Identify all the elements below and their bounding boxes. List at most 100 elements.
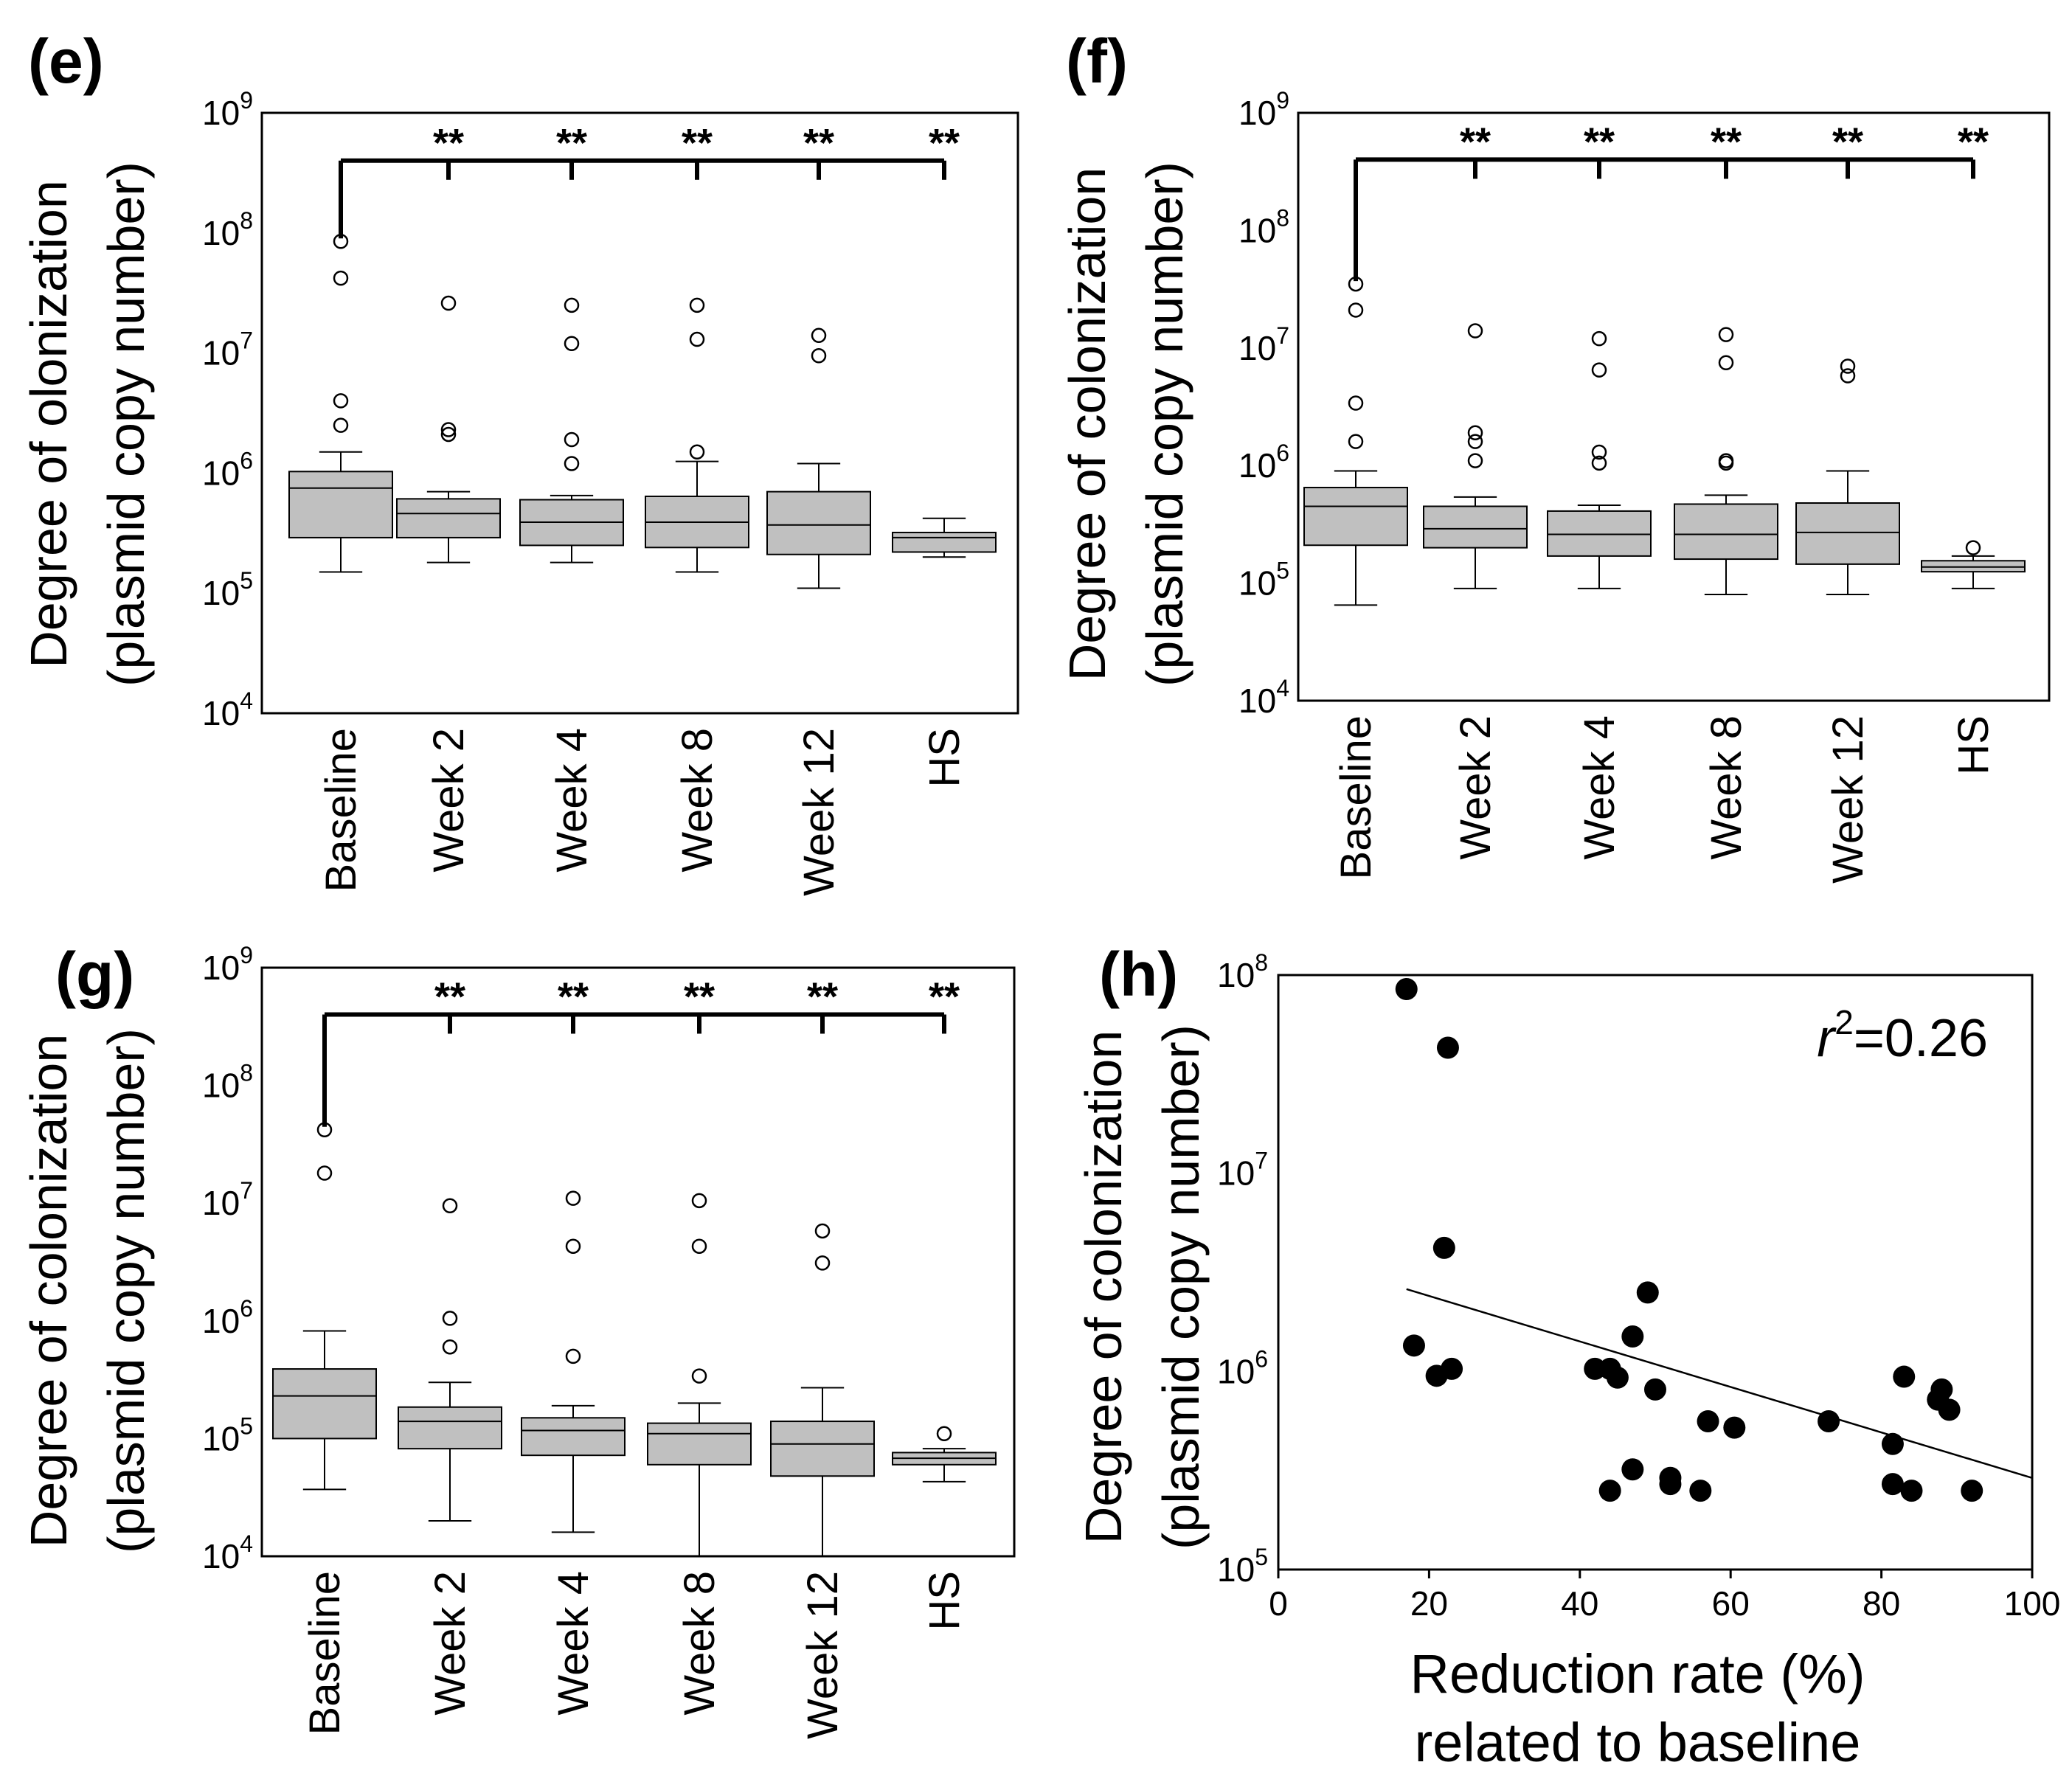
plot-area-e: 104 105 106 107 108 109 Baseline Week 2 Week 4 We… [202, 87, 1019, 896]
x-tick-label-e: Week 4 [548, 728, 596, 873]
panel-label-f: (f) [1066, 27, 1128, 96]
y-tick-label-g: 109 [202, 942, 253, 987]
outlier-point-g [442, 1198, 458, 1214]
box-e [766, 490, 871, 555]
y-tick-label-f: 108 [1238, 204, 1289, 249]
plot-area-h: 105 106 107 108 0 20 40 60 80 100 r2=0.26 [1217, 949, 2060, 1623]
x-tick-label-e: HS [921, 728, 969, 788]
y-tick-label-e: 109 [202, 87, 253, 132]
significance-star-g: ** [929, 975, 960, 1019]
significance-star-e: ** [556, 121, 587, 165]
outlier-point-f [1591, 330, 1607, 347]
y-axis-label-line2-h: (plasmid copy number) [1152, 1024, 1210, 1550]
outlier-point-f [1467, 323, 1483, 339]
x-tick-label-f: Week 8 [1702, 715, 1750, 860]
data-point-h [1689, 1480, 1712, 1502]
data-point-h [1961, 1480, 1983, 1502]
outlier-point-g [691, 1368, 707, 1384]
x-tick-label-g: Week 2 [426, 1571, 474, 1716]
y-tick-label-f: 104 [1238, 675, 1289, 720]
outlier-point-e [440, 426, 457, 443]
significance-star-e: ** [803, 121, 834, 165]
box-g [272, 1368, 377, 1440]
x-tick-label-e: Week 8 [673, 728, 721, 873]
data-point-h [1900, 1480, 1923, 1502]
outlier-point-e [333, 393, 349, 409]
significance-star-e: ** [433, 121, 464, 165]
box-f [1795, 502, 1900, 565]
y-tick-label-h: 108 [1217, 949, 1268, 994]
data-point-h [1621, 1458, 1644, 1481]
significance-star-f: ** [1958, 119, 1989, 164]
significance-star-g: ** [684, 975, 715, 1019]
data-point-h [1621, 1325, 1644, 1348]
y-tick-label-e: 107 [202, 327, 253, 372]
significance-star-g: ** [807, 975, 838, 1019]
outlier-point-g [691, 1238, 707, 1254]
data-point-h [1644, 1378, 1666, 1401]
x-tick-label-h: 60 [1712, 1584, 1750, 1623]
data-point-h [1606, 1366, 1629, 1389]
outlier-point-g [691, 1193, 707, 1209]
outlier-point-e [689, 331, 705, 347]
box-g [770, 1421, 875, 1477]
panel-e: (e) Degree of olonization (plasmid copy … [20, 27, 1019, 896]
y-tick-label-g: 105 [202, 1412, 253, 1457]
x-tick-label-h: 100 [2004, 1584, 2061, 1623]
data-point-h [1697, 1409, 1719, 1432]
x-tick-label-h: 40 [1561, 1584, 1598, 1623]
box-f [1547, 510, 1652, 557]
data-point-h [1441, 1357, 1463, 1380]
data-point-h [1432, 1236, 1455, 1259]
box-e [288, 471, 393, 538]
x-tick-label-g: HS [921, 1571, 969, 1631]
y-axis-label-line1-f: Degree of colonization [1058, 167, 1116, 682]
y-axis-label-line1-e: Degree of olonization [20, 180, 77, 668]
data-point-h [1881, 1473, 1904, 1496]
outlier-point-f [1840, 358, 1856, 374]
outlier-point-g [565, 1238, 581, 1254]
panel-label-g: (g) [55, 940, 134, 1009]
box-f [1674, 503, 1778, 561]
y-axis-label-line2-f: (plasmid copy number) [1136, 162, 1193, 687]
significance-star-f: ** [1584, 119, 1615, 164]
significance-star-f: ** [1460, 119, 1491, 164]
x-tick-label-h: 0 [1269, 1584, 1288, 1623]
plot-frame-e [260, 111, 1019, 715]
box-e [892, 531, 997, 553]
x-tick-label-f: Week 12 [1824, 715, 1872, 884]
x-tick-label-h: 80 [1863, 1584, 1900, 1623]
box-f [1303, 487, 1408, 547]
outlier-point-e [333, 417, 349, 433]
plot-frame-g [260, 966, 1016, 1558]
data-point-h [1938, 1398, 1961, 1421]
x-tick-label-e: Week 12 [795, 728, 843, 896]
box-e [396, 498, 501, 538]
outlier-point-f [1591, 362, 1607, 378]
outlier-point-e [811, 347, 827, 364]
y-tick-label-g: 104 [202, 1530, 253, 1575]
box-g [647, 1422, 752, 1466]
outlier-point-f [1840, 368, 1856, 384]
outlier-point-g [936, 1426, 952, 1442]
outlier-point-f [1348, 395, 1364, 411]
significance-star-f: ** [1711, 119, 1742, 164]
outlier-point-e [689, 444, 705, 460]
outlier-point-f [1591, 455, 1607, 471]
y-tick-label-f: 107 [1238, 322, 1289, 367]
outlier-point-f [1467, 453, 1483, 468]
significance-star-g: ** [434, 975, 465, 1019]
outlier-point-e [440, 422, 457, 437]
x-tick-label-g: Week 8 [676, 1571, 724, 1716]
outlier-point-e [333, 270, 349, 286]
outlier-point-e [564, 431, 580, 448]
x-tick-label-f: HS [1950, 715, 1997, 775]
plot-frame-h [1277, 974, 2034, 1571]
data-point-h [1395, 977, 1418, 1000]
box-g [521, 1417, 626, 1457]
y-tick-label-h: 105 [1217, 1544, 1268, 1589]
plot-area-f: 104 105 106 107 108 109 Baseline Week 2 Week 4 We… [1238, 87, 2051, 884]
x-tick-label-h: 20 [1410, 1584, 1448, 1623]
panel-h: (h) Degree of colonization (plasmid copy… [1075, 940, 2060, 1773]
